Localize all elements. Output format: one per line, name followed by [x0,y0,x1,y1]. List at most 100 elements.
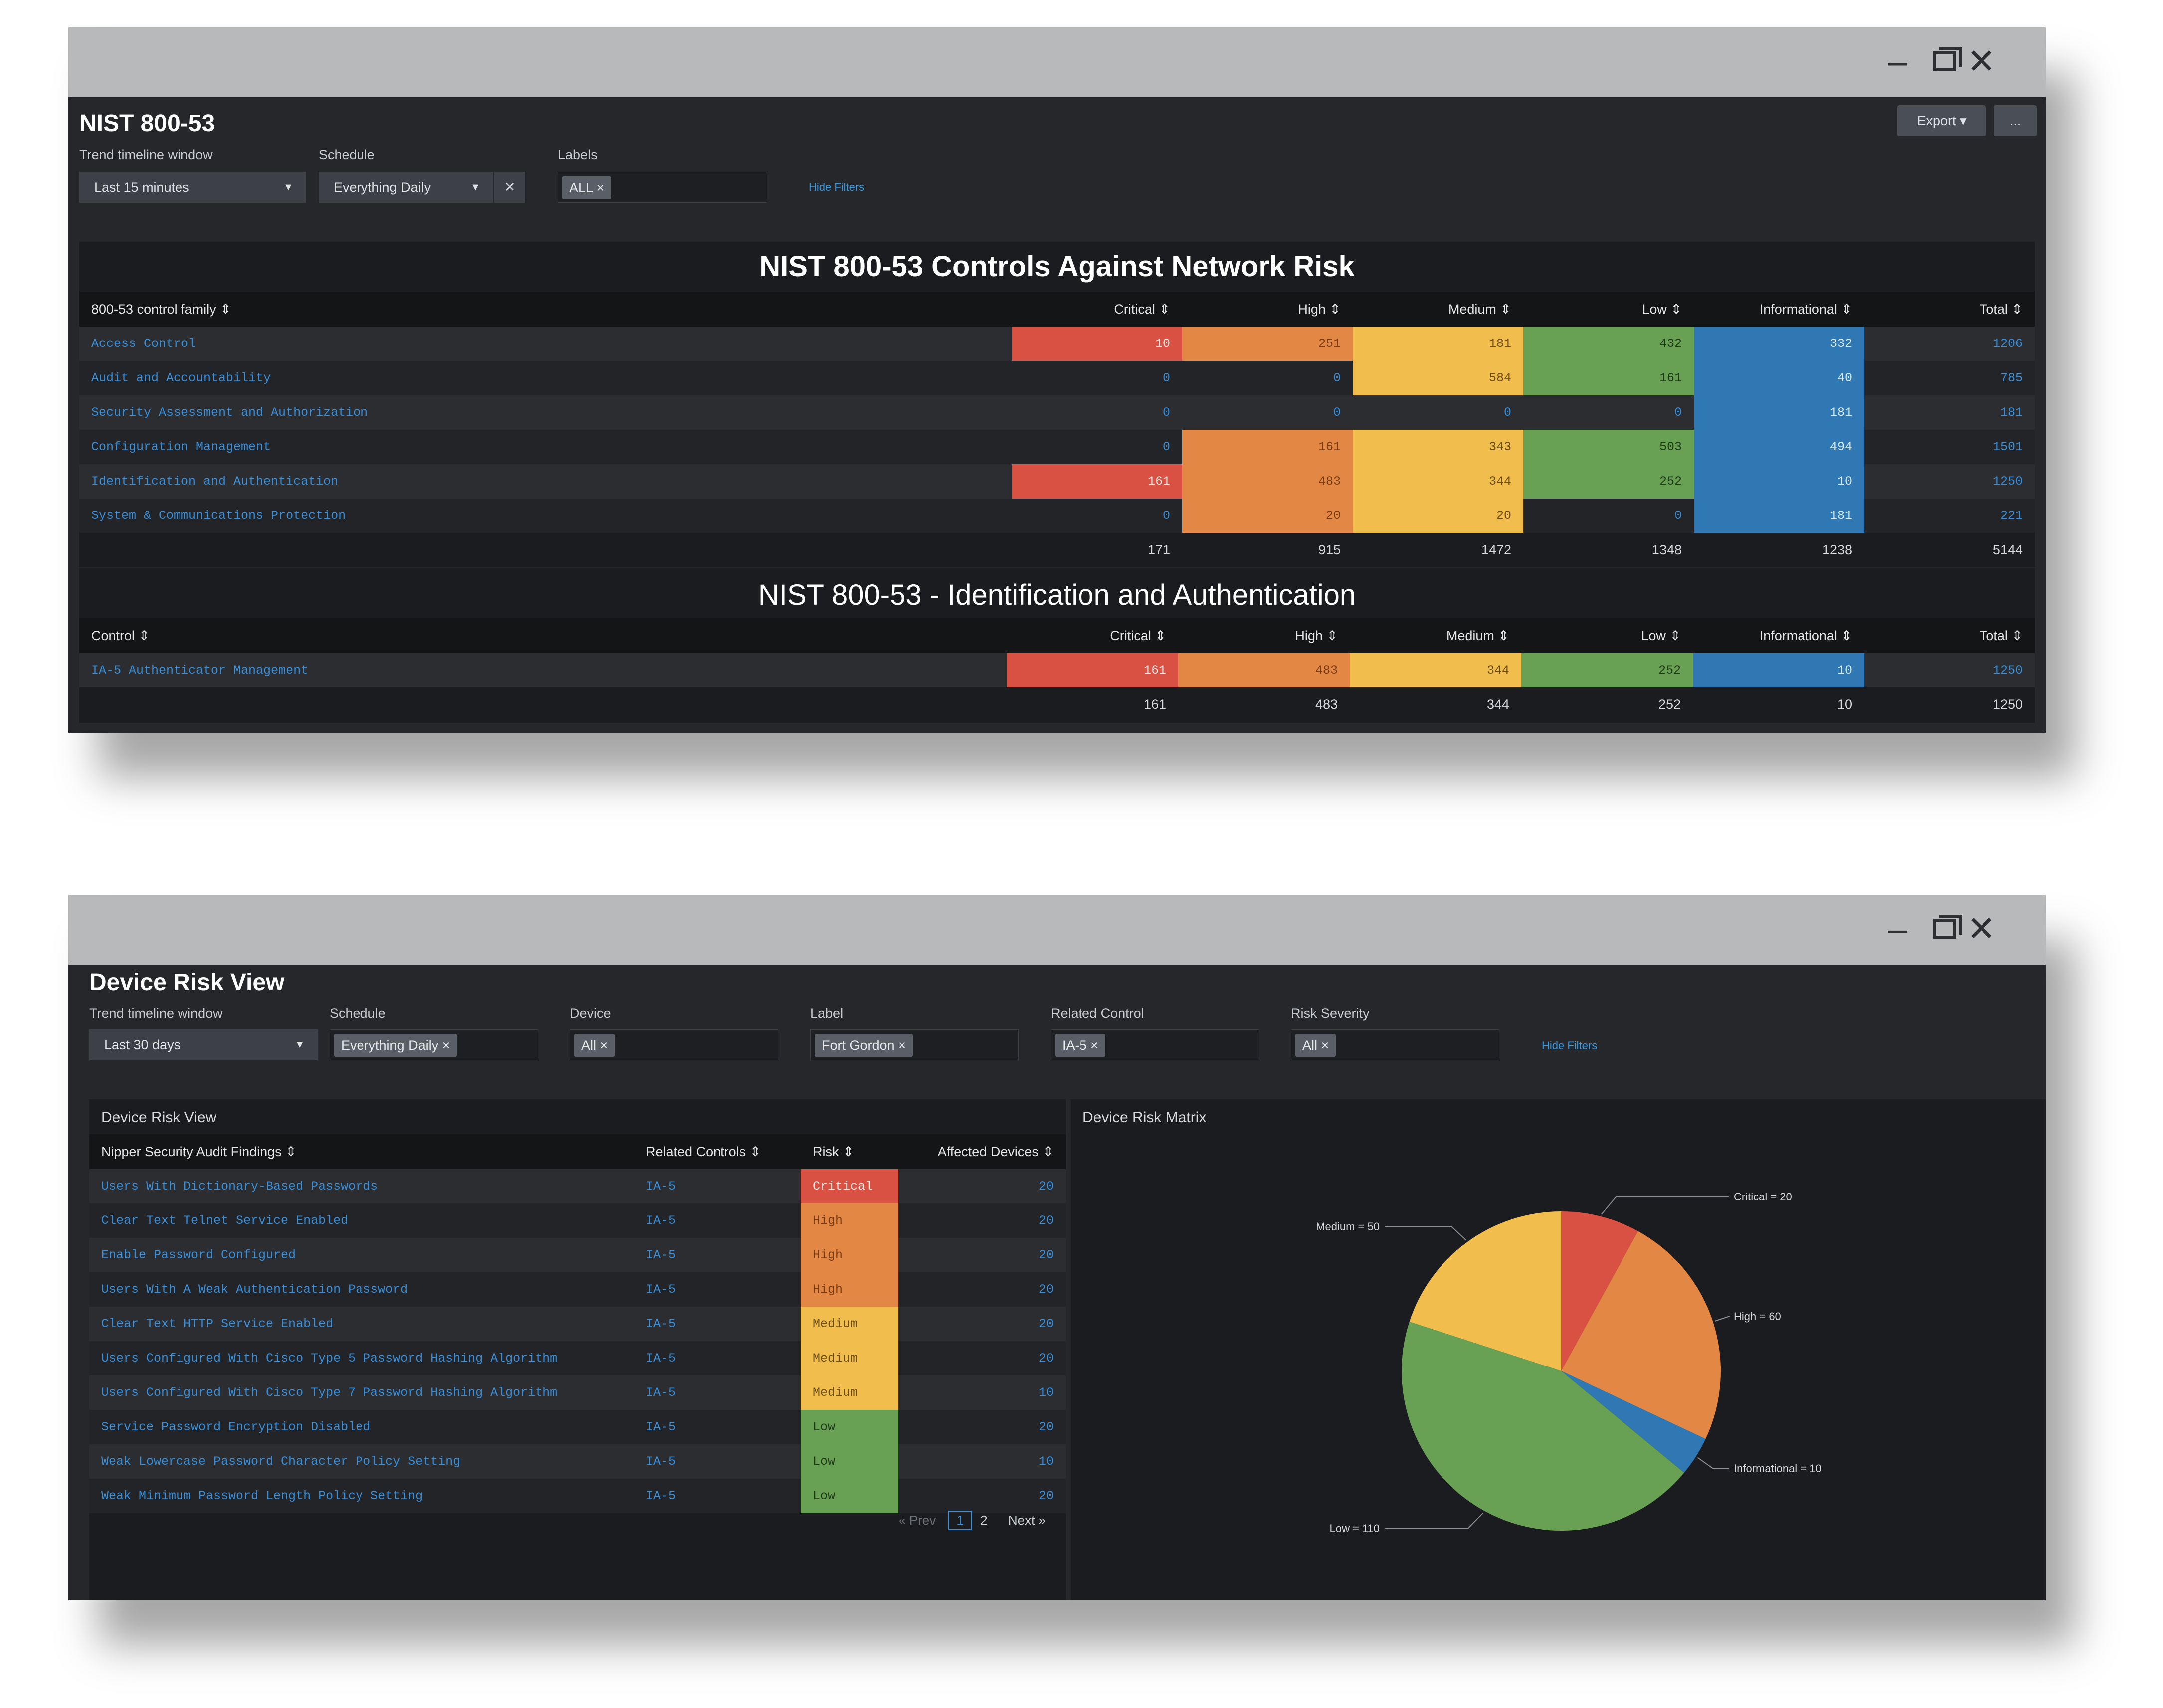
related-control-link[interactable]: IA-5 [634,1410,801,1444]
clear-schedule-icon[interactable]: × [494,172,525,203]
column-header[interactable]: Informational ⇕ [1694,292,1864,327]
control-link[interactable]: IA-5 Authenticator Management [79,653,1007,687]
hide-filters-link[interactable]: Hide Filters [1542,1039,1598,1052]
affected-devices-link[interactable]: 20 [898,1307,1066,1341]
device-multiselect[interactable]: All × [570,1029,778,1060]
affected-devices-link[interactable]: 20 [898,1238,1066,1272]
page-2-link[interactable]: 2 [980,1513,988,1528]
related-control-link[interactable]: IA-5 [634,1307,801,1341]
schedule-multiselect[interactable]: Everything Daily × [330,1029,538,1060]
affected-devices-link[interactable]: 10 [898,1375,1066,1410]
total-cell[interactable]: 1250 [1864,653,2035,687]
page-1-button[interactable]: 1 [948,1511,972,1530]
total-cell[interactable]: 221 [1864,499,2035,533]
affected-devices-link[interactable]: 20 [898,1341,1066,1375]
schedule-dropdown[interactable]: Everything Daily ▼ [319,172,493,203]
high-cell[interactable]: 251 [1182,327,1353,361]
related-control-multiselect[interactable]: IA-5 × [1051,1029,1259,1060]
critical-cell[interactable]: 161 [1007,653,1178,687]
informational-cell[interactable]: 332 [1694,327,1864,361]
total-cell[interactable]: 1206 [1864,327,2035,361]
low-cell[interactable]: 252 [1521,653,1693,687]
medium-cell[interactable]: 344 [1353,464,1523,499]
informational-cell[interactable]: 40 [1694,361,1864,395]
export-button[interactable]: Export ▾ [1897,105,1986,136]
column-header[interactable]: Affected Devices ⇕ [898,1134,1066,1169]
total-cell[interactable]: 1501 [1864,430,2035,464]
critical-cell[interactable]: 0 [1012,430,1182,464]
informational-cell[interactable]: 181 [1694,499,1864,533]
low-cell[interactable]: 252 [1523,464,1694,499]
column-header[interactable]: Related Controls ⇕ [634,1134,801,1169]
medium-cell[interactable]: 181 [1353,327,1523,361]
affected-devices-link[interactable]: 20 [898,1272,1066,1307]
total-cell[interactable]: 785 [1864,361,2035,395]
related-control-link[interactable]: IA-5 [634,1444,801,1479]
control-family-link[interactable]: Access Control [79,327,1012,361]
column-header[interactable]: Medium ⇕ [1350,618,1521,653]
low-cell[interactable]: 503 [1523,430,1694,464]
column-header[interactable]: Low ⇕ [1521,618,1693,653]
hide-filters-link[interactable]: Hide Filters [809,181,865,193]
control-family-link[interactable]: Configuration Management [79,430,1012,464]
low-cell[interactable]: 432 [1523,327,1694,361]
column-header[interactable]: 800-53 control family ⇕ [79,292,1012,327]
finding-link[interactable]: Weak Lowercase Password Character Policy… [89,1444,634,1479]
medium-cell[interactable]: 343 [1353,430,1523,464]
maximize-icon[interactable] [1933,47,1962,71]
prev-page-link[interactable]: « Prev [899,1513,936,1528]
column-header[interactable]: Low ⇕ [1523,292,1694,327]
next-page-link[interactable]: Next » [1008,1513,1046,1528]
high-cell[interactable]: 483 [1182,464,1353,499]
informational-cell[interactable]: 181 [1694,395,1864,430]
pie-slice-low[interactable] [1402,1322,1684,1531]
column-header[interactable]: Medium ⇕ [1353,292,1523,327]
finding-link[interactable]: Enable Password Configured [89,1238,634,1272]
pie-slice-high[interactable] [1561,1231,1721,1439]
trend-dropdown[interactable]: Last 15 minutes ▼ [79,172,306,203]
related-control-link[interactable]: IA-5 [634,1341,801,1375]
column-header[interactable]: Control ⇕ [79,618,1007,653]
affected-devices-link[interactable]: 20 [898,1410,1066,1444]
high-cell[interactable]: 161 [1182,430,1353,464]
low-cell[interactable]: 0 [1523,499,1694,533]
column-header[interactable]: Total ⇕ [1864,618,2035,653]
critical-cell[interactable]: 161 [1012,464,1182,499]
related-control-link[interactable]: IA-5 [634,1375,801,1410]
labels-multiselect[interactable]: ALL × [558,172,767,203]
critical-cell[interactable]: 0 [1012,361,1182,395]
risk-severity-multiselect[interactable]: All × [1291,1029,1499,1060]
finding-link[interactable]: Weak Minimum Password Length Policy Sett… [89,1479,634,1513]
column-header[interactable]: Critical ⇕ [1012,292,1182,327]
schedule-chip[interactable]: Everything Daily × [334,1034,457,1057]
column-header[interactable]: Risk ⇕ [801,1134,898,1169]
finding-link[interactable]: Clear Text HTTP Service Enabled [89,1307,634,1341]
pie-slice-informational[interactable] [1561,1371,1706,1473]
device-chip[interactable]: All × [574,1034,615,1057]
finding-link[interactable]: Users Configured With Cisco Type 7 Passw… [89,1375,634,1410]
total-cell[interactable]: 1250 [1864,464,2035,499]
finding-link[interactable]: Clear Text Telnet Service Enabled [89,1203,634,1238]
affected-devices-link[interactable]: 20 [898,1479,1066,1513]
related-control-link[interactable]: IA-5 [634,1479,801,1513]
medium-cell[interactable]: 0 [1353,395,1523,430]
column-header[interactable]: High ⇕ [1178,618,1350,653]
finding-link[interactable]: Users Configured With Cisco Type 5 Passw… [89,1341,634,1375]
affected-devices-link[interactable]: 10 [898,1444,1066,1479]
minimize-icon[interactable]: – [1888,42,1907,81]
related-control-link[interactable]: IA-5 [634,1169,801,1203]
medium-cell[interactable]: 20 [1353,499,1523,533]
affected-devices-link[interactable]: 20 [898,1169,1066,1203]
column-header[interactable]: High ⇕ [1182,292,1353,327]
related-control-link[interactable]: IA-5 [634,1272,801,1307]
control-family-link[interactable]: Security Assessment and Authorization [79,395,1012,430]
informational-cell[interactable]: 494 [1694,430,1864,464]
pie-slice-critical[interactable] [1561,1211,1638,1371]
informational-cell[interactable]: 10 [1694,464,1864,499]
label-chip[interactable]: Fort Gordon × [815,1034,913,1057]
column-header[interactable]: Informational ⇕ [1693,618,1864,653]
high-cell[interactable]: 0 [1182,395,1353,430]
maximize-icon[interactable] [1933,915,1962,939]
high-cell[interactable]: 0 [1182,361,1353,395]
close-icon[interactable]: ✕ [1967,42,1996,81]
